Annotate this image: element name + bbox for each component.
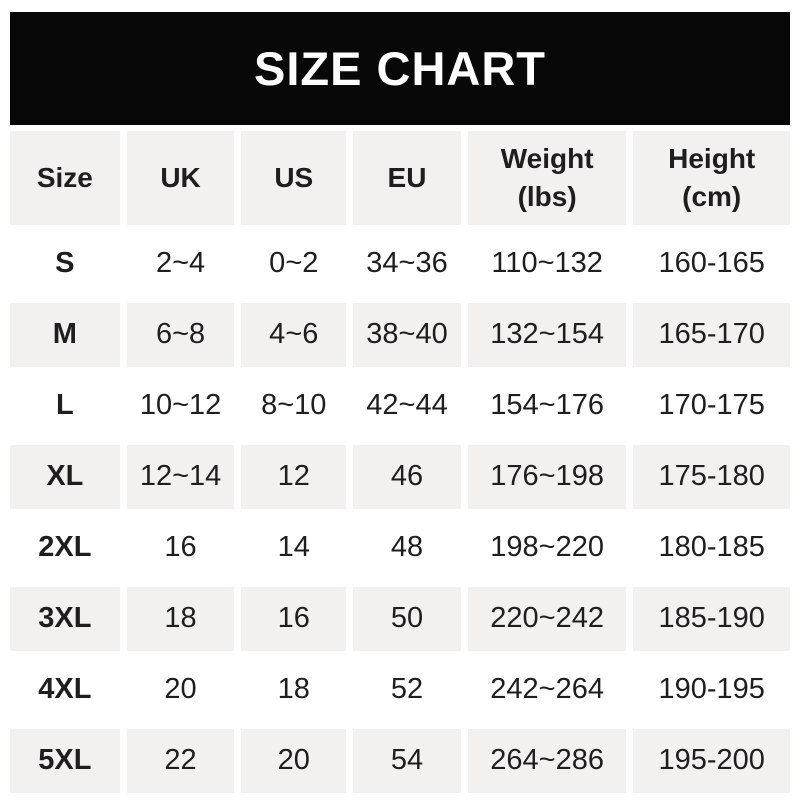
column-header-uk: UK xyxy=(126,131,235,225)
size-label-cell: 5XL xyxy=(10,729,120,793)
height-value-cell: 170-175 xyxy=(633,374,790,438)
uk-value-cell: 6~8 xyxy=(126,303,235,367)
us-value-cell: 8~10 xyxy=(241,374,347,438)
eu-value-cell: 38~40 xyxy=(353,303,461,367)
uk-value-cell: 2~4 xyxy=(126,232,235,296)
size-label-cell: 4XL xyxy=(10,658,120,722)
eu-value-cell: 50 xyxy=(353,587,461,651)
uk-value-cell: 16 xyxy=(126,516,235,580)
eu-value-cell: 46 xyxy=(353,445,461,509)
size-label-cell: 2XL xyxy=(10,516,120,580)
us-value-cell: 18 xyxy=(241,658,347,722)
us-value-cell: 4~6 xyxy=(241,303,347,367)
weight-value-cell: 264~286 xyxy=(467,729,627,793)
weight-value-cell: 110~132 xyxy=(467,232,627,296)
height-value-cell: 175-180 xyxy=(633,445,790,509)
uk-value-cell: 20 xyxy=(126,658,235,722)
height-value-cell: 160-165 xyxy=(633,232,790,296)
eu-value-cell: 48 xyxy=(353,516,461,580)
weight-value-cell: 242~264 xyxy=(467,658,627,722)
height-value-cell: 165-170 xyxy=(633,303,790,367)
height-value-cell: 190-195 xyxy=(633,658,790,722)
eu-value-cell: 34~36 xyxy=(353,232,461,296)
size-chart-table: Size UK US EU Weight (lbs) Height (cm) S… xyxy=(10,131,790,793)
column-header-eu: EU xyxy=(353,131,461,225)
uk-value-cell: 18 xyxy=(126,587,235,651)
size-chart-banner: SIZE CHART xyxy=(10,12,790,125)
column-header-us: US xyxy=(241,131,347,225)
banner-title: SIZE CHART xyxy=(254,42,546,95)
eu-value-cell: 42~44 xyxy=(353,374,461,438)
size-label-cell: XL xyxy=(10,445,120,509)
column-header-weight: Weight (lbs) xyxy=(467,131,627,225)
height-value-cell: 180-185 xyxy=(633,516,790,580)
height-value-cell: 195-200 xyxy=(633,729,790,793)
height-value-cell: 185-190 xyxy=(633,587,790,651)
weight-value-cell: 132~154 xyxy=(467,303,627,367)
uk-value-cell: 12~14 xyxy=(126,445,235,509)
weight-value-cell: 198~220 xyxy=(467,516,627,580)
eu-value-cell: 54 xyxy=(353,729,461,793)
size-label-cell: S xyxy=(10,232,120,296)
us-value-cell: 20 xyxy=(241,729,347,793)
column-header-size: Size xyxy=(10,131,120,225)
uk-value-cell: 22 xyxy=(126,729,235,793)
weight-value-cell: 176~198 xyxy=(467,445,627,509)
weight-value-cell: 154~176 xyxy=(467,374,627,438)
size-label-cell: 3XL xyxy=(10,587,120,651)
weight-value-cell: 220~242 xyxy=(467,587,627,651)
eu-value-cell: 52 xyxy=(353,658,461,722)
us-value-cell: 16 xyxy=(241,587,347,651)
us-value-cell: 12 xyxy=(241,445,347,509)
size-label-cell: L xyxy=(10,374,120,438)
column-header-height: Height (cm) xyxy=(633,131,790,225)
size-label-cell: M xyxy=(10,303,120,367)
us-value-cell: 0~2 xyxy=(241,232,347,296)
us-value-cell: 14 xyxy=(241,516,347,580)
uk-value-cell: 10~12 xyxy=(126,374,235,438)
